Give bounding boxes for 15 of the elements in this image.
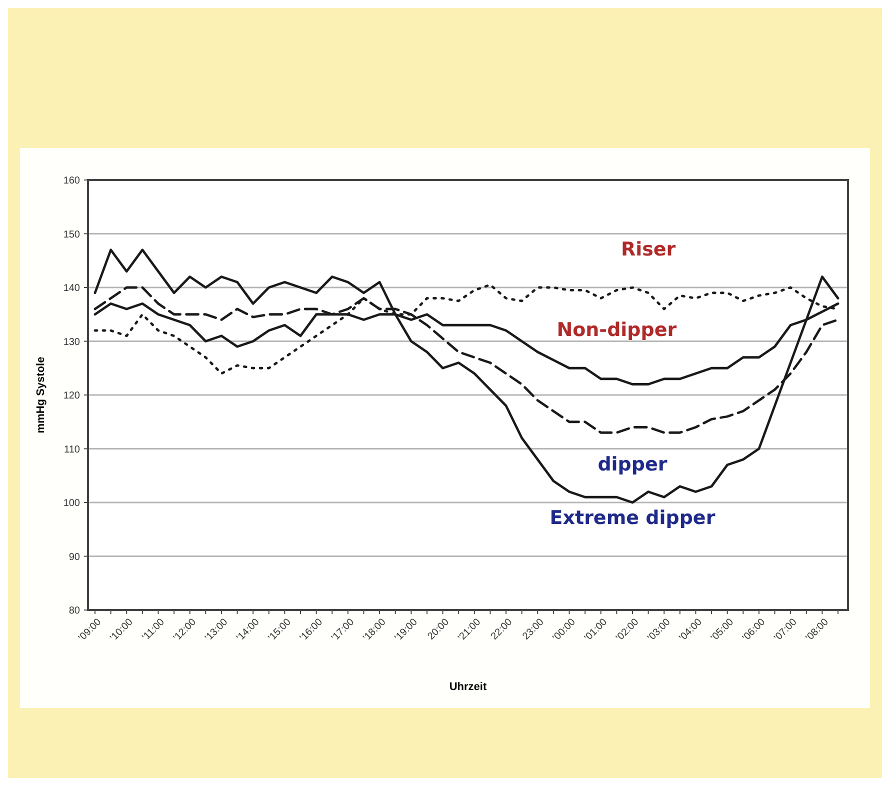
y-tick-label: 160 (63, 176, 80, 186)
y-tick-label: 150 (63, 229, 80, 240)
y-tick-label: 80 (68, 606, 80, 616)
y-tick-label: 130 (63, 336, 80, 348)
y-tick-label: 90 (68, 552, 80, 563)
series-label: Extreme dipper (550, 507, 716, 529)
y-tick-label: 140 (63, 283, 80, 294)
series-label: Riser (620, 238, 676, 260)
y-tick-label: 110 (64, 444, 80, 456)
series-label: Non-dipper (556, 318, 678, 341)
x-axis-title: Uhrzeit (449, 681, 487, 693)
series-label: dipper (598, 453, 668, 476)
y-axis-title: mmHg Systole (35, 356, 47, 434)
y-tick-label: 120 (63, 390, 80, 402)
y-tick-label: 100 (63, 498, 80, 509)
